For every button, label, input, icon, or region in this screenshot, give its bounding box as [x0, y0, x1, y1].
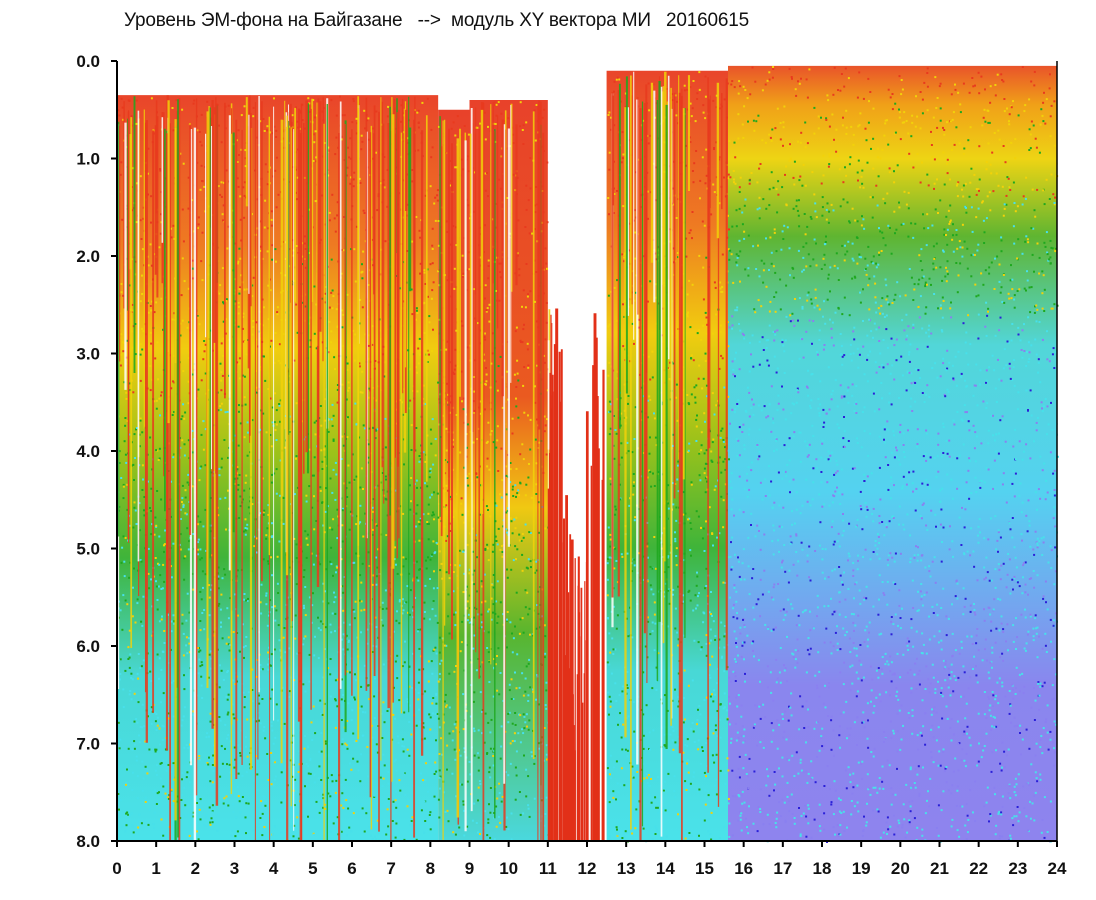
vertical-streaks	[117, 71, 728, 841]
x-tick-label: 5	[308, 859, 317, 878]
y-tick-label: 3.0	[76, 345, 100, 364]
x-tick-label: 18	[813, 859, 832, 878]
x-tick-label: 12	[578, 859, 597, 878]
x-tick-label: 9	[465, 859, 474, 878]
x-tick-label: 13	[617, 859, 636, 878]
x-tick-label: 2	[191, 859, 200, 878]
x-tick-label: 10	[499, 859, 518, 878]
x-tick-label: 24	[1048, 859, 1067, 878]
y-tick-label: 1.0	[76, 150, 100, 169]
x-tick-label: 16	[734, 859, 753, 878]
y-tick-label: 0.0	[76, 52, 100, 71]
x-tick-label: 7	[386, 859, 395, 878]
x-tick-label: 11	[539, 859, 557, 878]
x-tick-label: 4	[269, 859, 279, 878]
x-tick-label: 0	[112, 859, 121, 878]
chart-title: Уровень ЭМ-фона на Байгазане --> модуль …	[124, 10, 749, 31]
x-tick-label: 3	[230, 859, 239, 878]
x-tick-label: 8	[426, 859, 435, 878]
y-tick-label: 8.0	[76, 832, 100, 851]
x-tick-label: 19	[852, 859, 871, 878]
x-tick-label: 15	[695, 859, 714, 878]
y-tick-label: 2.0	[76, 247, 100, 266]
y-tick-label: 6.0	[76, 637, 100, 656]
y-tick-label: 4.0	[76, 442, 100, 461]
x-tick-label: 17	[773, 859, 792, 878]
x-tick-label: 14	[656, 859, 675, 878]
axes: 0.01.02.03.04.05.06.07.08.00 1 2 3 4 5 6 7 8 9 10 1…	[76, 52, 1067, 878]
x-tick-label: 21	[930, 859, 949, 878]
y-tick-label: 5.0	[76, 540, 100, 559]
x-tick-label: 6	[347, 859, 356, 878]
y-tick-label: 7.0	[76, 735, 100, 754]
x-tick-label: 20	[891, 859, 910, 878]
x-tick-label: 23	[1008, 859, 1027, 878]
heatmap-plot-area	[117, 65, 1059, 843]
x-tick-label: 22	[969, 859, 988, 878]
gap-traces	[547, 308, 605, 841]
x-tick-label: 1	[151, 859, 160, 878]
